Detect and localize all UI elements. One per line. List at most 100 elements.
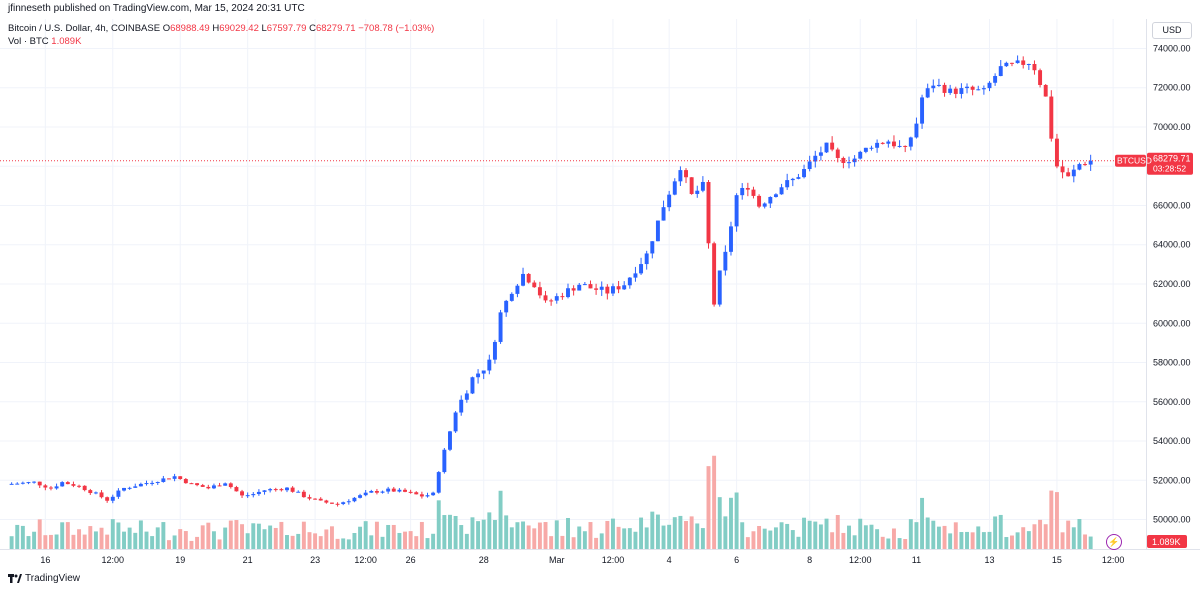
volume-bar bbox=[802, 517, 807, 549]
volume-bars bbox=[9, 455, 1093, 549]
volume-bar bbox=[987, 531, 992, 549]
volume-bar bbox=[745, 537, 750, 549]
candle-body bbox=[639, 264, 644, 274]
candle-body bbox=[655, 220, 660, 242]
volume-bar bbox=[807, 520, 812, 549]
candle-body bbox=[644, 253, 649, 265]
volume-bar bbox=[1071, 527, 1076, 549]
candle-body bbox=[476, 373, 481, 378]
volume-bar bbox=[717, 497, 722, 549]
volume-bar bbox=[228, 520, 233, 549]
last-price-symbol-bg bbox=[1115, 154, 1146, 167]
candle-body bbox=[200, 485, 205, 487]
candle-body bbox=[386, 488, 391, 492]
candle-body bbox=[391, 488, 396, 492]
candle-body bbox=[734, 195, 739, 227]
candle-body bbox=[549, 300, 554, 302]
volume-bar bbox=[200, 525, 205, 549]
volume-bar bbox=[127, 527, 132, 549]
candle-body bbox=[110, 496, 115, 501]
candle-body bbox=[341, 502, 346, 505]
tradingview-brand[interactable]: TradingView bbox=[8, 573, 80, 584]
lightning-icon[interactable]: ⚡ bbox=[1106, 534, 1122, 550]
volume-bar bbox=[1043, 524, 1048, 549]
candle-body bbox=[515, 285, 520, 294]
volume-bar bbox=[875, 529, 880, 549]
volume-bar bbox=[487, 512, 492, 549]
candle-body bbox=[150, 482, 155, 484]
last-price-value: 68279.71 bbox=[1153, 154, 1191, 164]
candle-body bbox=[285, 487, 289, 491]
legend-symbol: Bitcoin / U.S. Dollar, 4h, COINBASE bbox=[8, 23, 161, 34]
candle-body bbox=[54, 486, 59, 489]
candle-body bbox=[256, 491, 261, 495]
candle-body bbox=[425, 495, 430, 497]
candle-body bbox=[380, 491, 385, 493]
volume-bar bbox=[341, 538, 346, 549]
volume-bar bbox=[256, 523, 261, 549]
candle-body bbox=[790, 178, 795, 181]
volume-bar bbox=[26, 536, 31, 549]
candle-body bbox=[712, 243, 717, 305]
candle-body bbox=[993, 76, 998, 83]
candle-body bbox=[296, 491, 301, 493]
candle-body bbox=[245, 495, 250, 497]
legend-high-label: H bbox=[212, 23, 220, 34]
candle-body bbox=[369, 491, 374, 493]
candle-body bbox=[723, 251, 728, 271]
currency-button[interactable]: USD bbox=[1152, 22, 1192, 39]
candle-body bbox=[835, 149, 840, 158]
volume-bar bbox=[448, 514, 452, 549]
volume-bar bbox=[374, 521, 379, 549]
x-tick-label: 12:00 bbox=[849, 555, 872, 565]
volume-bar bbox=[852, 535, 857, 549]
volume-bar bbox=[1026, 531, 1031, 549]
price-axis: 50000.00 52000.00 54000.00 56000.00 58000.00… bbox=[1153, 43, 1191, 524]
candle-body bbox=[99, 492, 104, 498]
volume-bar bbox=[847, 525, 851, 549]
volume-bar bbox=[329, 526, 334, 549]
candle-body bbox=[684, 170, 688, 178]
candle-body bbox=[1015, 60, 1020, 64]
y-tick-label: 64000.00 bbox=[1153, 240, 1191, 250]
candle-body bbox=[847, 162, 851, 164]
volume-bar bbox=[1083, 534, 1088, 549]
volume-bar bbox=[509, 527, 514, 549]
volume-bar bbox=[161, 522, 166, 549]
volume-bar bbox=[408, 531, 413, 549]
volume-bar bbox=[515, 522, 520, 549]
x-tick-label: 12:00 bbox=[1102, 555, 1125, 565]
candle-body bbox=[419, 494, 424, 497]
candle-body bbox=[796, 177, 801, 179]
volume-bar bbox=[425, 538, 430, 549]
volume-bar bbox=[914, 522, 919, 549]
volume-bar bbox=[279, 521, 284, 549]
volume-bar bbox=[234, 520, 239, 549]
x-tick-label: 26 bbox=[406, 555, 416, 565]
volume-bar bbox=[245, 533, 250, 549]
candle-body bbox=[403, 489, 407, 492]
y-tick-label: 58000.00 bbox=[1153, 358, 1191, 368]
candle-body bbox=[161, 478, 166, 482]
legend-low-value: 67597.79 bbox=[266, 23, 307, 34]
volume-bar bbox=[240, 524, 245, 549]
volume-bar bbox=[105, 534, 110, 549]
y-tick-label: 52000.00 bbox=[1153, 475, 1191, 485]
candle-body bbox=[543, 295, 548, 301]
legend-low-label: L bbox=[261, 23, 267, 34]
y-tick-label: 72000.00 bbox=[1153, 83, 1191, 93]
legend-row-ohlc: Bitcoin / U.S. Dollar, 4h, COINBASE O689… bbox=[8, 23, 434, 34]
volume-bar bbox=[481, 519, 486, 549]
volume-bar bbox=[824, 518, 829, 549]
top-bar: jfinneseth published on TradingView.com,… bbox=[0, 0, 1200, 19]
candle-body bbox=[183, 479, 188, 484]
volume-bar bbox=[476, 521, 481, 549]
candle-body bbox=[307, 497, 312, 499]
volume-bar bbox=[886, 538, 891, 549]
candle-body bbox=[577, 284, 582, 291]
candle-body bbox=[942, 84, 947, 93]
candle-body bbox=[751, 189, 756, 196]
candle-body bbox=[925, 88, 930, 98]
candle-body bbox=[211, 485, 216, 489]
